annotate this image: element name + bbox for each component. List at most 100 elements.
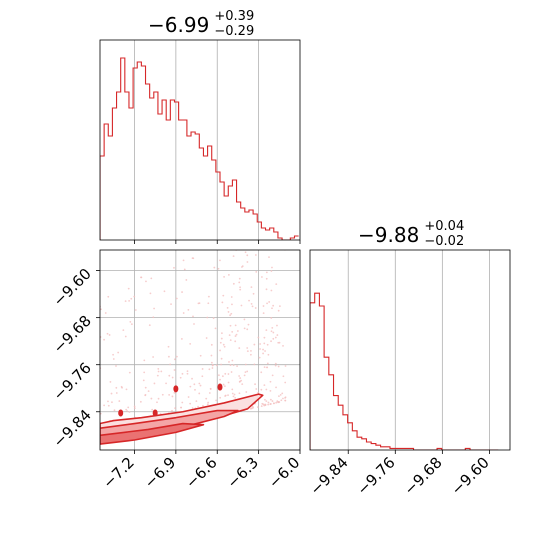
scatter-point (187, 396, 190, 398)
scatter-point (115, 392, 118, 394)
scatter-point (210, 361, 213, 364)
scatter-point (108, 334, 111, 336)
scatter-point (152, 356, 155, 358)
scatter-point (104, 312, 107, 314)
scatter-point (147, 390, 150, 393)
scatter-point (125, 388, 128, 391)
scatter-point (124, 335, 127, 338)
scatter-point (231, 330, 234, 333)
scatter-point (266, 343, 269, 346)
scatter-point (193, 383, 196, 386)
scatter-point (257, 406, 259, 408)
scatter-point (133, 295, 136, 298)
scatter-point (201, 375, 204, 378)
scatter-point (232, 364, 235, 367)
contour-island (152, 409, 158, 417)
scatter-point (240, 266, 243, 268)
title-upper: +0.39 (214, 9, 255, 24)
scatter-point (278, 241, 280, 243)
scatter-point (130, 297, 133, 300)
scatter-point (252, 292, 255, 295)
scatter-point (181, 372, 184, 375)
scatter-point (243, 327, 246, 330)
scatter-point (250, 286, 253, 289)
title-value: −6.99 (148, 13, 210, 37)
scatter-point (107, 400, 109, 403)
scatter-point (272, 331, 275, 334)
scatter-point (168, 393, 171, 396)
scatter-point (157, 397, 160, 400)
scatter-point (205, 337, 208, 339)
scatter-point (113, 409, 116, 412)
scatter-point (173, 358, 176, 361)
scatter-point (182, 259, 185, 262)
scatter-point (270, 289, 273, 292)
scatter-point (251, 405, 254, 408)
scatter-point (262, 403, 265, 406)
scatter-point (224, 372, 227, 375)
scatter-point (220, 337, 223, 340)
scatter-point (262, 348, 264, 351)
contour-level (100, 422, 205, 445)
scatter-point (150, 277, 153, 280)
scatter-point (219, 396, 222, 399)
scatter-point (160, 370, 163, 373)
scatter-point (168, 374, 171, 377)
scatter-point (117, 351, 120, 354)
scatter-point (219, 349, 221, 352)
scatter-point (205, 397, 208, 400)
scatter-point (264, 398, 266, 401)
scatter-point (267, 401, 270, 404)
title-lower: −0.02 (424, 234, 465, 249)
scatter-point (210, 354, 213, 357)
scatter-point (251, 305, 254, 308)
scatter-point (140, 276, 142, 279)
scatter-point (143, 371, 146, 374)
scatter-point (170, 303, 172, 306)
scatter-point (122, 329, 125, 332)
scatter-point (265, 288, 268, 291)
scatter-point (210, 343, 213, 346)
scatter-point (274, 364, 277, 367)
scatter-point (265, 388, 268, 391)
scatter-point (271, 307, 273, 310)
scatter-point (125, 408, 128, 411)
scatter-point (243, 374, 246, 377)
scatter-point (280, 399, 283, 402)
scatter-point (175, 297, 178, 300)
scatter-point (269, 389, 272, 392)
scatter-point (277, 341, 280, 344)
scatter-point (246, 254, 249, 257)
scatter-point (171, 376, 174, 379)
scatter-point (275, 386, 277, 389)
scatter-point (189, 402, 192, 405)
scatter-point (156, 374, 159, 377)
scatter-point (238, 281, 241, 284)
scatter-point (115, 365, 117, 367)
scatter-point (272, 304, 275, 307)
scatter-point (250, 302, 253, 305)
scatter-point (257, 336, 260, 339)
scatter-point (250, 349, 252, 352)
scatter-point (223, 275, 225, 278)
scatter-point (269, 403, 272, 405)
scatter-point (244, 363, 247, 366)
scatter-point (180, 406, 182, 409)
scatter-point (253, 343, 256, 346)
scatter-point (218, 374, 220, 377)
scatter-point (223, 385, 226, 388)
scatter-point (240, 379, 243, 382)
scatter-point (258, 356, 261, 359)
scatter-point (189, 385, 192, 388)
scatter-point (186, 372, 189, 375)
scatter-point (271, 374, 274, 377)
scatter-point (266, 366, 268, 369)
contour-island (173, 385, 179, 393)
scatter-point (144, 394, 147, 397)
scatter-point (173, 391, 176, 394)
scatter-point (183, 268, 186, 271)
x-tick-label: −9.60 (448, 454, 493, 499)
scatter-point (187, 308, 190, 311)
scatter-point (265, 271, 268, 274)
title-bottom-right: −9.88 +0.04 −0.02 (358, 219, 472, 249)
